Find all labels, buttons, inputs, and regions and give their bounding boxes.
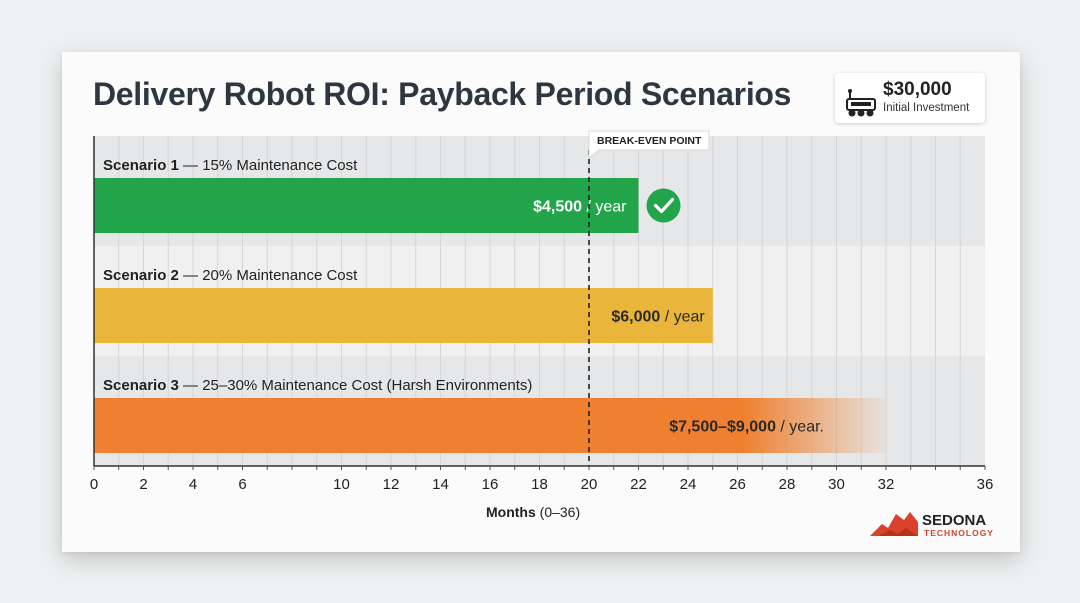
x-axis-label: Months (0–36) [486,504,580,520]
x-tick-label: 6 [238,476,246,493]
scenario-label: Scenario 1 — 15% Maintenance Cost [103,157,358,174]
check-mark [653,197,675,214]
scenario-name: Scenario 3 [103,377,179,394]
scenario-description: — 25–30% Maintenance Cost (Harsh Environ… [179,377,533,394]
investment-amount: $30,000 [883,79,952,100]
delivery-robot-icon [846,89,876,117]
check-icon [646,188,681,223]
x-tick-label: 32 [878,476,895,493]
x-tick-label: 22 [630,476,647,493]
bar-value-unit: / year [660,309,705,326]
bar-value: $4,500 [533,199,582,216]
x-axis-label-bold: Months [486,504,536,520]
x-axis-label-range: (0–36) [535,504,581,520]
scenario-name: Scenario 1 [103,157,179,174]
logo-sub: TECHNOLOGY [924,528,994,538]
x-tick-label: 14 [432,476,449,493]
investment-label: Initial Investment [883,102,970,114]
x-tick-label: 16 [482,476,499,493]
chart-title: Delivery Robot ROI: Payback Period Scena… [93,76,792,112]
break-even-flag [588,130,710,160]
x-tick-label: 4 [189,476,197,493]
scenario-bar [94,178,639,233]
x-tick-label: 18 [531,476,548,493]
bar-value: $7,500–$9,000 [669,419,776,436]
x-tick-label: 10 [333,476,350,493]
scenario-bar [94,288,713,343]
scenario-label: Scenario 3 — 25–30% Maintenance Cost (Ha… [103,377,532,394]
break-even-label: BREAK-EVEN POINT [597,135,702,147]
x-tick-label: 24 [680,476,697,493]
x-tick-label: 0 [90,476,98,493]
bar-value-unit: / year [582,199,627,216]
scenario-label: Scenario 2 — 20% Maintenance Cost [103,267,358,284]
x-tick-label: 2 [139,476,147,493]
logo-name: SEDONA [922,512,986,529]
scenario-bar [94,398,886,453]
scenario-description: — 15% Maintenance Cost [179,157,358,174]
x-tick-label: 12 [383,476,400,493]
investment-badge: $30,000 Initial Investment [835,73,985,123]
bar-value-unit: / year. [776,419,824,436]
bar-value-label: $4,500 / year [533,199,627,216]
scenario-description: — 20% Maintenance Cost [179,267,358,284]
scenario-name: Scenario 2 [103,267,179,284]
x-tick-label: 30 [828,476,845,493]
x-tick-label: 26 [729,476,746,493]
x-tick-label: 36 [977,476,994,493]
x-tick-label: 28 [779,476,796,493]
bar-value-label: $7,500–$9,000 / year. [669,419,824,436]
x-tick-label: 20 [581,476,598,493]
bar-value: $6,000 [611,309,660,326]
bar-value-label: $6,000 / year [611,309,705,326]
sedona-logo: SEDONA TECHNOLOGY [870,512,994,538]
